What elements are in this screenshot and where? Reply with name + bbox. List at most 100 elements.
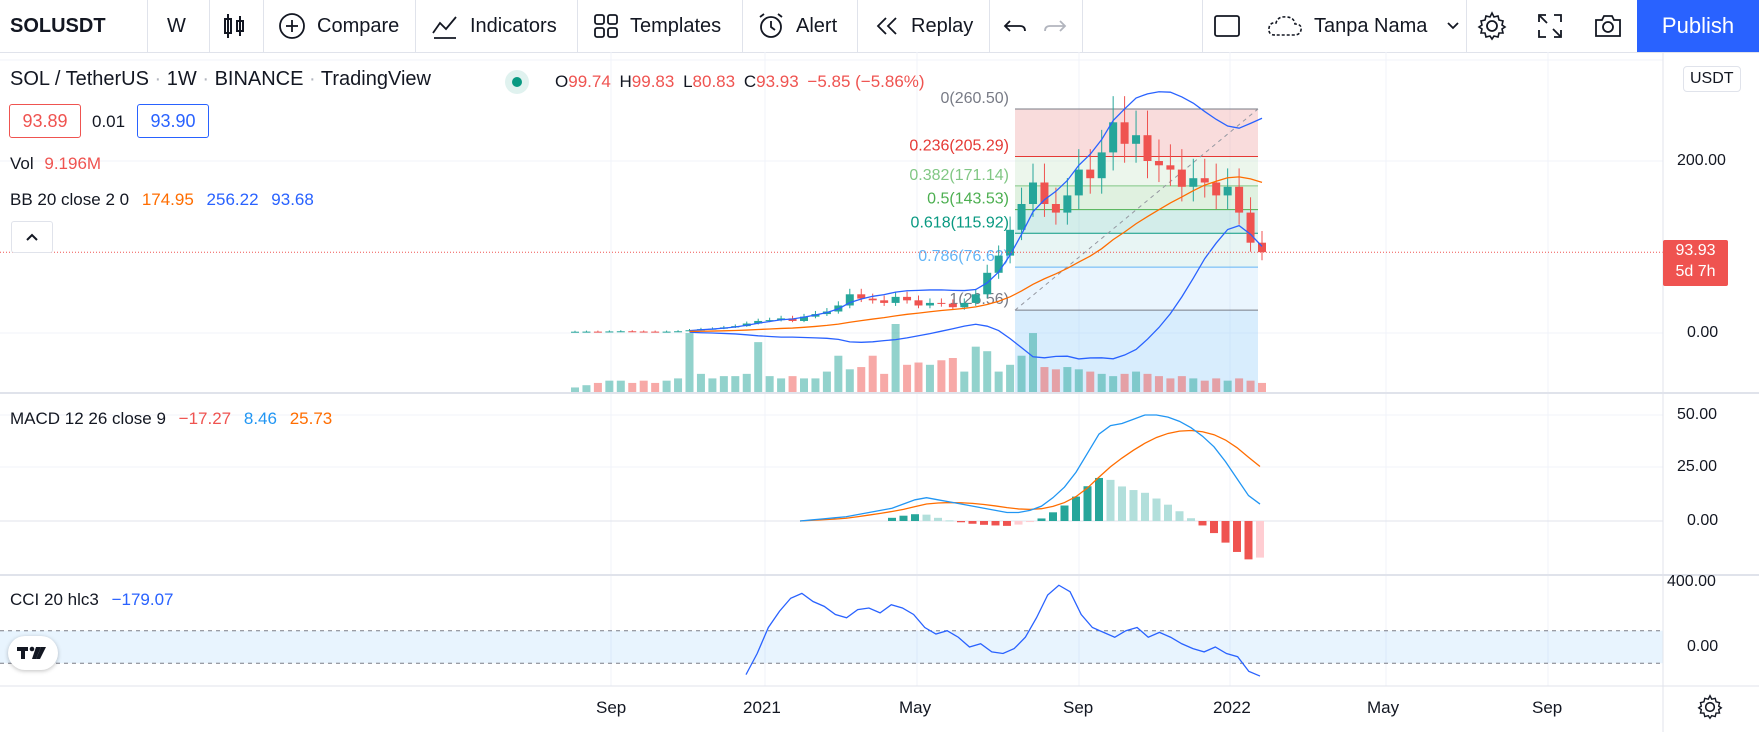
volume-bar — [1040, 367, 1049, 392]
bb-legend[interactable]: BB 20 close 2 0 174.95 256.22 93.68 — [10, 190, 314, 210]
candle-body — [1109, 122, 1118, 153]
volume-bar — [845, 369, 854, 392]
interval-button[interactable]: W — [167, 0, 186, 52]
fib-level-label: 0.786(76.62) — [918, 248, 1009, 265]
plus-circle-icon — [279, 13, 305, 39]
symbol-search-button[interactable]: SOLUSDT — [10, 0, 106, 52]
volume-bar — [777, 378, 786, 392]
volume-bar — [1154, 376, 1163, 392]
time-tick: May — [1367, 698, 1400, 717]
macd-histogram-bar — [1014, 521, 1023, 525]
candle-body — [685, 330, 694, 332]
select-layout-button[interactable] — [1213, 0, 1241, 52]
divider — [209, 0, 210, 52]
volume-bar — [1029, 333, 1037, 392]
macd-histogram-bar — [1187, 518, 1195, 521]
legend-exchange: BINANCE — [214, 68, 304, 90]
volume-bar — [1006, 364, 1015, 392]
cci-label: CCI 20 hlc3 — [10, 590, 99, 609]
bb-basis-line — [689, 176, 1263, 333]
candle-body — [788, 318, 797, 321]
volume-bar — [960, 371, 969, 392]
macd-histogram-bar — [888, 517, 896, 521]
macd-histogram-bar — [1003, 521, 1011, 526]
close-value: 93.93 — [756, 72, 799, 91]
candle-body — [914, 300, 923, 306]
sell-button[interactable]: 93.89 — [9, 104, 81, 138]
volume-bar — [1017, 355, 1026, 392]
candle-body — [1086, 169, 1095, 179]
high-value: 99.83 — [631, 72, 675, 91]
publish-button[interactable]: Publish — [1637, 0, 1759, 52]
volume-bar — [696, 373, 705, 392]
alarm-clock-icon — [759, 13, 783, 38]
volume-bar — [1246, 380, 1255, 392]
fib-level-label: 0(260.50) — [941, 90, 1010, 107]
rewind-icon — [876, 17, 897, 35]
replay-button[interactable]: Replay — [873, 0, 973, 52]
collapse-legend-button[interactable] — [11, 221, 53, 253]
candle-body — [765, 320, 774, 322]
candle-body — [1097, 152, 1106, 179]
tradingview-logo[interactable] — [8, 636, 58, 670]
fullscreen-button[interactable] — [1536, 0, 1564, 52]
macd-legend[interactable]: MACD 12 26 close 9 −17.27 8.46 25.73 — [10, 409, 332, 429]
divider — [742, 0, 743, 52]
compare-label: Compare — [317, 14, 400, 37]
volume-legend[interactable]: Vol 9.196M — [10, 154, 101, 174]
chart-type-button[interactable] — [221, 0, 247, 52]
last-price-label: 93.93 5d 7h — [1663, 240, 1728, 286]
macd-hist-value: −17.27 — [178, 409, 232, 428]
templates-button[interactable]: Templates — [592, 0, 721, 52]
volume-label: Vol — [10, 154, 34, 173]
candle-body — [1029, 182, 1037, 204]
compare-button[interactable]: Compare — [277, 0, 399, 52]
divider — [1202, 0, 1203, 52]
bid-price: 93.89 — [22, 110, 68, 131]
macd-histogram-bar — [1037, 518, 1046, 521]
redo-button[interactable] — [1042, 0, 1068, 52]
divider — [415, 0, 416, 52]
undo-button[interactable] — [1002, 0, 1028, 52]
volume-bar — [742, 373, 751, 392]
main-series-legend[interactable]: SOL / TetherUS · 1W · BINANCE · TradingV… — [10, 68, 431, 90]
market-status-icon[interactable] — [505, 70, 529, 94]
volume-bar — [765, 376, 774, 392]
time-tick: 2021 — [743, 698, 781, 717]
indicators-button[interactable]: Indicators — [430, 0, 557, 52]
macd-label: MACD 12 26 close 9 — [10, 409, 166, 428]
open-label: O — [555, 72, 569, 91]
cci-tick-0: 0.00 — [1687, 638, 1719, 655]
candle-body — [994, 255, 1003, 273]
buy-button[interactable]: 93.90 — [137, 104, 209, 138]
currency-unit-button[interactable]: USDT — [1683, 66, 1741, 92]
gear-icon — [1697, 694, 1723, 720]
candle-body — [1200, 178, 1209, 183]
volume-bar — [1166, 378, 1175, 392]
volume-bar — [754, 342, 763, 392]
candle-body — [1189, 178, 1198, 187]
volume-bar — [685, 333, 694, 392]
open-value: 99.74 — [568, 72, 611, 91]
time-axis-settings-button[interactable] — [1697, 694, 1723, 725]
templates-grid-icon — [594, 14, 618, 38]
volume-bar — [800, 378, 808, 392]
macd-histogram-bar — [1083, 486, 1092, 521]
layout-name-button[interactable]: Tanpa Nama — [1266, 0, 1463, 52]
cci-legend[interactable]: CCI 20 hlc3 −179.07 — [10, 590, 174, 610]
symbol-label: SOLUSDT — [10, 14, 106, 37]
bb-lower-line — [689, 224, 1263, 360]
settings-button[interactable] — [1477, 0, 1507, 52]
chevron-up-icon — [26, 233, 38, 241]
macd-histogram-bar — [1049, 512, 1057, 521]
candle-body — [1223, 186, 1232, 196]
candle-body — [891, 296, 900, 303]
volume-bar — [1212, 378, 1221, 392]
gear-icon — [1477, 11, 1507, 41]
macd-histogram-bar — [1118, 486, 1126, 521]
snapshot-button[interactable] — [1593, 0, 1623, 52]
publish-label: Publish — [1661, 13, 1735, 38]
ask-price: 93.90 — [150, 110, 196, 131]
alert-button[interactable]: Alert — [756, 0, 837, 52]
